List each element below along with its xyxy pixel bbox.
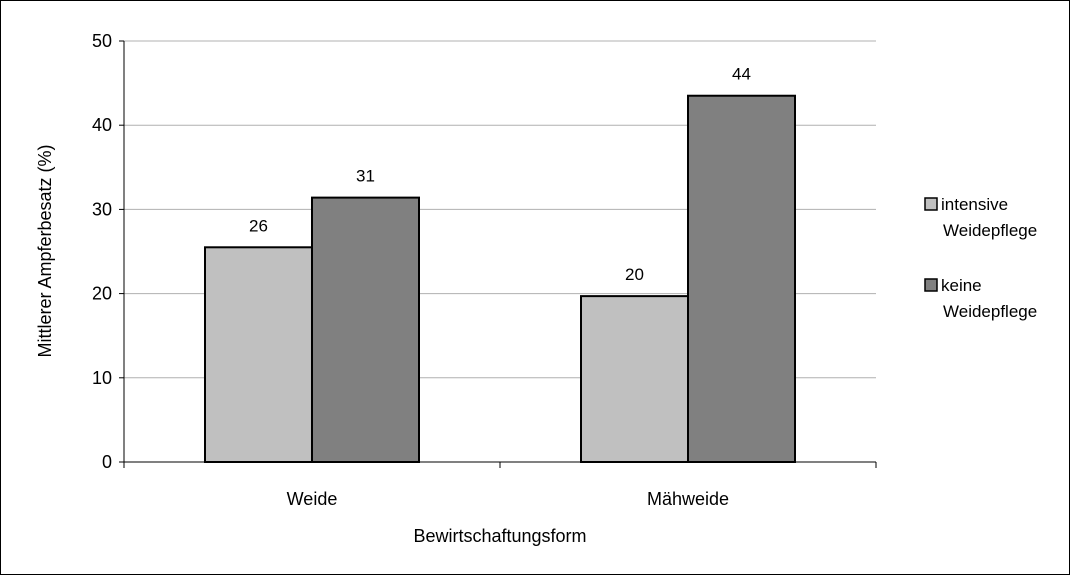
legend-label-1-line-1: intensive: [941, 195, 1008, 214]
value-label-mähweide-series-2: 44: [732, 65, 751, 84]
axes: [123, 41, 877, 468]
y-tick-label-4: 40: [92, 115, 112, 135]
x-category-label-0: Weide: [287, 489, 338, 509]
bar-weide-series-2: [311, 196, 420, 463]
x-category-labels: Weide Mähweide: [287, 489, 729, 509]
y-tick-label-1: 10: [92, 368, 112, 388]
bar-mähweide-series-1: [580, 295, 689, 463]
legend-label-2-line-2: Weidepflege: [943, 302, 1037, 321]
legend: intensive Weidepflege keine Weidepflege: [924, 195, 1037, 321]
legend-label-1-line-2: Weidepflege: [943, 221, 1037, 240]
y-tick-label-5: 50: [92, 31, 112, 51]
y-tick-label-3: 30: [92, 199, 112, 219]
y-tick-label-0: 0: [102, 452, 112, 472]
legend-swatch-2: [924, 278, 938, 292]
legend-label-2-line-1: keine: [941, 276, 982, 295]
value-label-weide-series-2: 31: [356, 167, 375, 186]
x-category-label-1: Mähweide: [647, 489, 729, 509]
bar-mähweide-series-2: [687, 94, 796, 463]
y-axis-title: Mittlerer Ampferbesatz (%): [35, 144, 55, 357]
y-tick-labels: 0 10 20 30 40 50: [92, 31, 124, 472]
value-labels: 26 31 20 44: [249, 65, 751, 284]
bar-weide-series-1: [204, 246, 313, 463]
value-label-mähweide-series-1: 20: [625, 265, 644, 284]
y-tick-label-2: 20: [92, 284, 112, 304]
bars: [204, 94, 796, 463]
value-label-weide-series-1: 26: [249, 216, 268, 235]
legend-swatch-1: [924, 197, 938, 211]
x-axis-title: Bewirtschaftungsform: [413, 526, 586, 546]
